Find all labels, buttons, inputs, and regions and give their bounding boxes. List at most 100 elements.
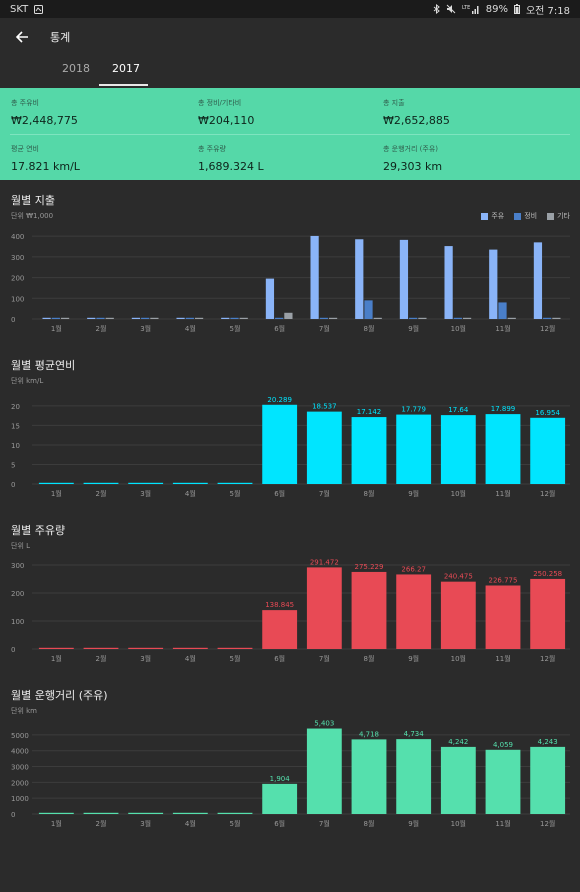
tab-2017[interactable]: 2017 [112,62,140,75]
summary-value: 1,689.324 L [198,160,264,173]
bar [217,647,253,649]
chart-unit: 단위 L [11,542,31,550]
x-tick-label: 4월 [185,819,196,828]
x-tick-label: 6월 [274,819,285,828]
summary-avg-efficiency: 평균 연비 17.821 km/L [11,144,80,173]
x-tick-label: 3월 [140,819,151,828]
bar [440,581,476,649]
mute-icon [446,4,456,14]
chart-title: 월별 평균연비 [11,359,76,372]
summary-label: 총 주유비 [11,99,39,107]
chart-unit: 단위 km [11,707,37,715]
bar [172,647,208,649]
y-tick-label: 4000 [11,748,29,756]
summary-label: 총 운행거리 (주유) [383,145,438,153]
bar [83,647,119,649]
x-tick-label: 9월 [408,654,419,663]
x-tick-label: 2월 [96,324,107,333]
bar [396,739,432,814]
bar [306,411,342,484]
chart-legend: 주유 정비 기타 [481,211,570,221]
y-tick-label: 300 [11,254,24,262]
x-tick-label: 7월 [319,489,330,498]
y-tick-label: 0 [11,481,15,489]
x-tick-label: 1월 [51,324,62,333]
bar [530,746,566,814]
y-tick-label: 0 [11,316,15,324]
status-bar: SKT LTE 89% 오전 7:18 [0,0,580,18]
efficiency-chart-section: 월별 평균연비 단위 km/L 0 5 10 15 20 1월 2월 3월 4월 5월 6월 7월 8월… [0,345,580,510]
bar [396,414,432,484]
x-tick-label: 10월 [451,819,466,828]
bar [194,317,204,319]
data-label: 17.779 [401,406,426,414]
bar [185,317,194,319]
y-tick-label: 300 [11,562,24,570]
bar [489,249,498,319]
x-tick-label: 2월 [96,654,107,663]
data-label: 17.142 [357,408,382,416]
x-tick-label: 6월 [274,654,285,663]
arrow-left-icon [15,31,28,43]
tab-2018[interactable]: 2018 [62,62,90,75]
bar [96,317,105,319]
legend-label: 주유 [491,212,505,220]
bar [306,728,342,814]
summary-fuel-cost: 총 주유비 ₩2,448,775 [11,98,78,127]
x-tick-label: 6월 [274,489,285,498]
bar [172,812,208,814]
x-tick-label: 7월 [319,819,330,828]
y-tick-label: 200 [11,275,24,283]
data-label: 4,243 [538,738,558,746]
page-title: 통계 [50,31,71,44]
data-label: 226.775 [489,577,518,585]
bar [328,317,338,319]
bar [128,482,164,484]
bar [83,482,119,484]
x-tick-label: 4월 [185,654,196,663]
bar [507,317,516,319]
x-tick-label: 8월 [364,489,375,498]
bar [87,317,96,319]
battery-level: 89% [485,3,508,15]
y-tick-label: 100 [11,295,24,303]
bar [172,482,208,484]
bar [306,567,342,649]
x-tick-label: 12월 [540,819,555,828]
bar [128,647,164,649]
legend-item-other: 기타 [547,211,570,221]
volume-chart: 0 100 200 300 1월 2월 3월 4월 5월 6월 7월 8월 9월 10월 11월 12월 138… [11,558,570,663]
distance-chart-section: 월별 운행거리 (주유) 단위 km 0 1000 2000 3000 4000 5000… [0,675,580,840]
chart-unit: 단위 km/L [11,377,44,385]
bar [373,317,382,319]
x-tick-label: 1월 [51,654,62,663]
bar [262,783,298,814]
lte-signal-icon: LTE [462,4,480,14]
x-tick-label: 3월 [140,324,151,333]
chart-title: 월별 주유량 [11,524,66,537]
bluetooth-icon [433,4,440,14]
data-label: 1,904 [270,775,291,783]
y-tick-label: 20 [11,403,20,411]
bar [310,235,319,319]
bar [230,317,239,319]
x-tick-label: 5월 [230,654,241,663]
summary-maintenance-cost: 총 정비/기타비 ₩204,110 [198,98,254,127]
y-tick-label: 15 [11,422,20,430]
x-tick-label: 3월 [140,654,151,663]
back-button[interactable] [12,27,32,47]
x-tick-label: 12월 [540,324,555,333]
x-tick-label: 1월 [51,819,62,828]
bar [131,317,141,319]
distance-chart: 0 1000 2000 3000 4000 5000 1월 2월 3월 4월 5월 6월 7월 8월 9월 1… [11,720,570,828]
x-tick-label: 11월 [495,324,510,333]
bar [444,246,453,319]
bar [485,414,521,484]
x-tick-label: 4월 [185,324,196,333]
chart-title: 월별 운행거리 (주유) [11,689,108,702]
x-tick-label: 10월 [451,654,466,663]
bar [543,317,552,319]
y-tick-label: 400 [11,233,24,241]
data-label: 4,242 [448,738,468,746]
bar [530,578,566,649]
